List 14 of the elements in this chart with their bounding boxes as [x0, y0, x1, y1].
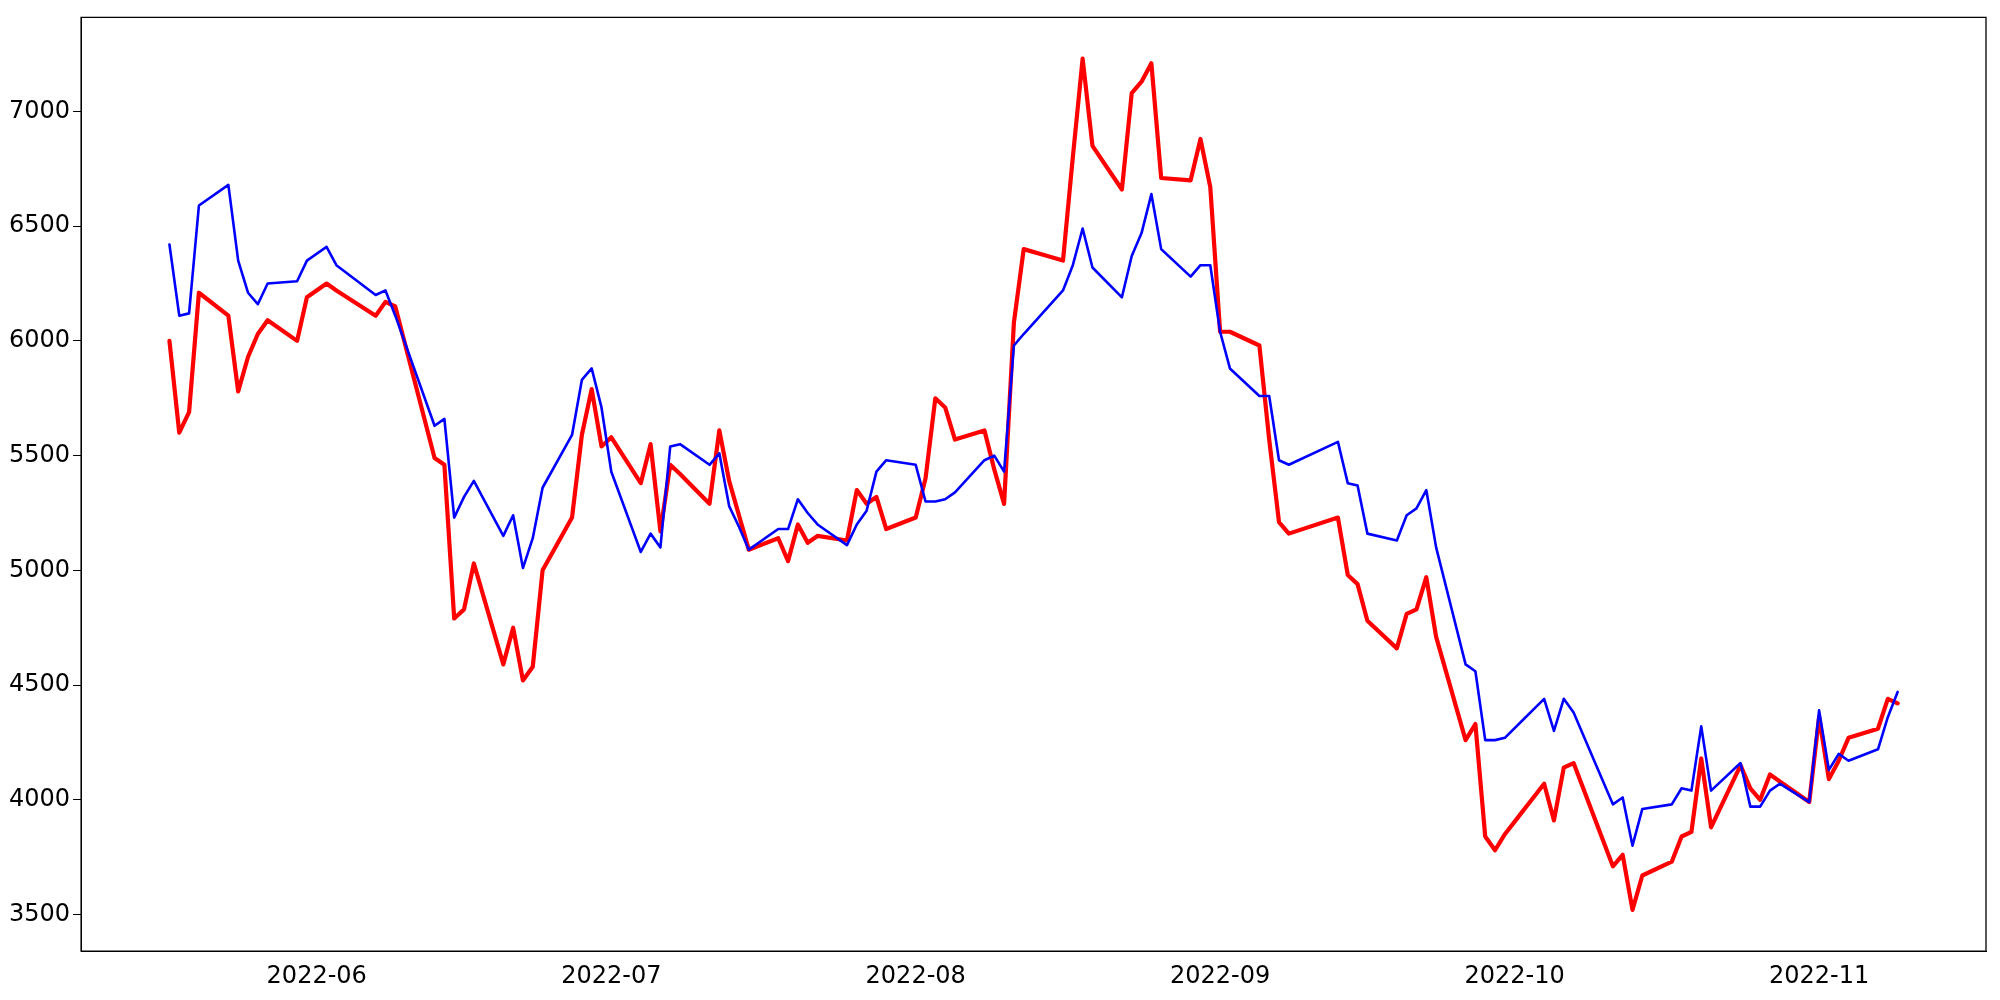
y-tick-label: 5500	[9, 439, 71, 468]
x-tick-label: 2022-09	[1169, 960, 1271, 989]
x-tick-label: 2022-07	[561, 960, 662, 989]
x-tick-label: 2022-06	[266, 960, 367, 989]
y-tick-label: 4000	[9, 784, 71, 813]
x-tick-label: 2022-08	[865, 960, 966, 989]
y-tick-label: 6500	[9, 210, 71, 239]
y-tick-label: 7000	[9, 95, 71, 124]
x-tick-label: 2022-11	[1768, 960, 1870, 989]
y-tick-label: 3500	[9, 898, 71, 927]
y-tick-label: 6000	[9, 325, 71, 354]
y-tick-label: 5000	[9, 554, 71, 583]
y-tick-label: 4500	[9, 669, 71, 698]
x-tick-label: 2022-10	[1464, 960, 1565, 989]
